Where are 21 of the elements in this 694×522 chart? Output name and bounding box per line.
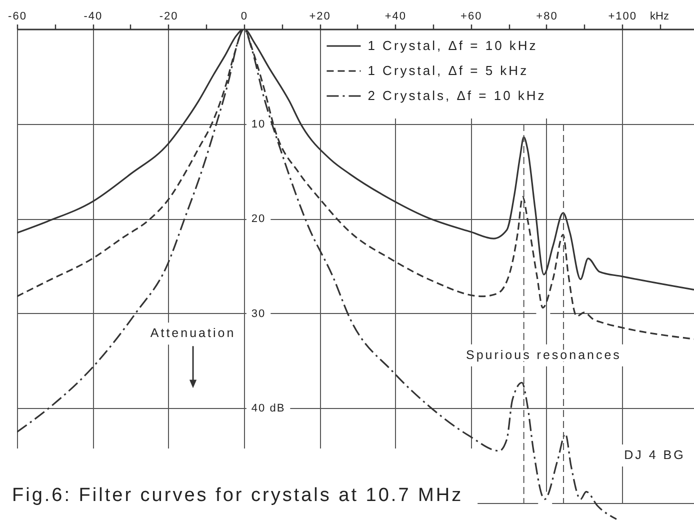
x-tick-label: +20: [309, 10, 331, 22]
text: Fig.6: Filter curves for crystals at 10.7 MHz: [12, 485, 464, 506]
x-tick-label: +80: [536, 10, 558, 22]
y-tick-label: 20: [251, 213, 266, 226]
annotation: Attenuation: [150, 326, 236, 340]
y-tick-label: 10: [251, 118, 266, 130]
y-tick-label: 40 dB: [251, 402, 286, 415]
x-axis-title: kHz: [650, 10, 669, 22]
legend-label: 1 Crystal, Δf = 5 kHz: [368, 63, 529, 78]
x-tick-label: -20: [159, 10, 178, 22]
annotation: Spurious resonances: [466, 348, 622, 362]
y-tick-label: 30: [251, 308, 266, 320]
x-tick-label: -60: [8, 10, 27, 22]
x-tick-label: -40: [84, 10, 103, 22]
annotation: DJ 4 BG: [624, 448, 686, 462]
x-tick-label: +100: [608, 10, 638, 22]
x-tick-label: 0: [240, 10, 248, 22]
legend-label: 1 Crystal, Δf = 10 kHz: [368, 38, 538, 53]
legend-label: 2 Crystals, Δf = 10 kHz: [368, 88, 546, 103]
x-tick-label: +40: [384, 10, 407, 22]
x-tick-label: +60: [460, 10, 482, 22]
